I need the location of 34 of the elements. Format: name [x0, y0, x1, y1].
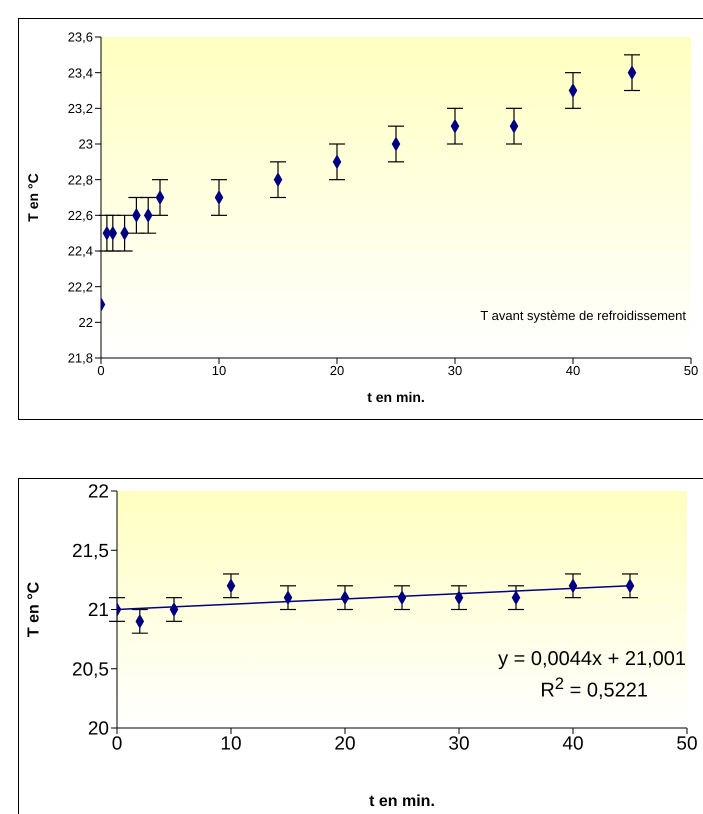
y-axis-title: T en °C: [26, 581, 43, 638]
annotation: R$^{2}$ = 0,5221: [540, 674, 648, 703]
y-tick-label: 20,5: [72, 659, 109, 680]
y-tick-label: 23,6: [68, 30, 93, 45]
x-tick-label: 0: [112, 733, 122, 754]
x-tick-label: 30: [448, 733, 470, 754]
x-tick-label: 20: [330, 363, 344, 378]
x-tick-label: 40: [562, 733, 584, 754]
y-tick-label: 22,8: [68, 172, 93, 188]
x-tick-label: 40: [566, 363, 580, 378]
y-tick-label: 22,4: [68, 244, 93, 259]
x-axis-title: t en min.: [367, 389, 425, 405]
x-tick-label: 10: [220, 733, 242, 754]
y-tick-label: 22: [78, 314, 93, 330]
x-tick-label: 20: [334, 733, 356, 754]
annotation: T avant système de refroidissement: [480, 308, 686, 323]
y-tick-label: 22,6: [68, 208, 93, 223]
x-axis-title: t en min.: [369, 793, 435, 810]
x-tick-label: 50: [684, 363, 698, 378]
y-tick-label: 23,2: [68, 100, 93, 116]
y-tick-label: 20: [88, 718, 109, 740]
y-axis-title: T en °C: [24, 173, 41, 222]
y-tick-label: 22: [88, 482, 109, 503]
x-tick-label: 10: [212, 363, 226, 378]
y-tick-label: 21: [88, 600, 109, 622]
y-tick-label: 23,4: [68, 65, 93, 80]
x-tick-label: 0: [97, 363, 105, 378]
annotation: y = 0,0044x + 21,001: [498, 648, 686, 671]
y-tick-label: 22,2: [68, 279, 93, 294]
x-tick-label: 50: [676, 733, 698, 754]
y-tick-label: 23: [78, 136, 93, 152]
y-tick-label: 21,5: [72, 540, 109, 562]
y-tick-label: 21,8: [68, 350, 93, 366]
x-tick-label: 30: [448, 363, 462, 378]
